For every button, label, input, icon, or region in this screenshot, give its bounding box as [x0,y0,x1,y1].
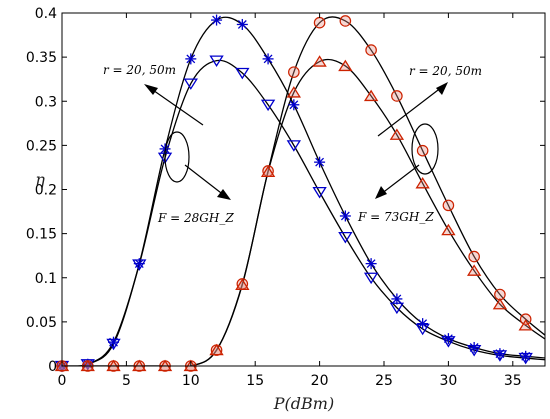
annotation-ellipse-right [411,123,439,175]
annotation-arrow-up-right [377,86,443,137]
y-tick-label: 0.4 [35,6,57,22]
annotation-ellipse-left [164,131,190,183]
tick-layer: 0 5 10 15 20 25 30 35 0 0.05 0.1 0.15 0.2 0.25 0.3 0.35… [26,6,545,389]
x-tick-label: 35 [504,373,522,389]
series-line [62,59,545,366]
data-point-circle [339,15,352,27]
y-tick-label: 0.1 [35,271,57,287]
data-point-star [442,333,454,345]
data-point-triangle-up [466,264,482,276]
x-tick-label: 20 [311,373,329,389]
x-tick-label: 0 [58,373,67,389]
data-point-triangle-down [338,232,353,244]
data-point-star [365,258,377,270]
annotation-right-group [377,86,443,195]
y-tick-label: 0.05 [26,315,57,331]
data-point-triangle-up [286,86,302,98]
data-point-triangle-down [209,55,224,67]
data-point-triangle-down [492,350,508,362]
data-point-triangle-down [389,302,405,315]
data-point-circle [442,199,455,212]
data-point-triangle-up [363,89,379,102]
arrowhead-up-right [436,82,448,95]
data-point-star [391,293,403,305]
data-point-triangle-down [363,272,379,285]
data-point-circle [416,144,429,157]
x-tick-label: 5 [122,373,131,389]
data-point-star [211,14,223,26]
annotation-left-group [149,87,226,197]
data-point-star [262,53,274,65]
data-point-triangle-down [312,186,327,199]
data-point-star [468,341,480,353]
arrowhead-down-left [217,189,231,200]
y-axis-label: η [35,170,45,189]
annotation-f-right: F = 73GH_Z [357,210,434,224]
data-point-triangle-down [106,338,121,351]
arrowheads [144,82,448,200]
y-tick-label: 0.3 [35,94,57,110]
x-tick-label: 30 [439,373,457,389]
data-point-triangle-up [518,319,533,331]
arrowhead-down-right [375,186,387,199]
y-tick-label: 0.25 [26,138,57,154]
data-point-triangle-down [235,67,250,80]
data-point-circle [468,250,480,263]
annotation-r-right: r = 20, 50m [409,64,482,78]
x-tick-label: 15 [246,373,264,389]
y-tick-label: 0.35 [26,50,57,66]
annotation-arrow-down-right [380,164,420,195]
data-point-triangle-up [389,128,405,140]
data-point-triangle-up [338,59,353,72]
data-point-circle [288,66,300,78]
data-point-triangle-down [132,259,147,271]
x-axis-label: P(dBm) [273,394,334,413]
data-point-triangle-up [235,278,250,290]
data-point-triangle-down [260,99,276,112]
data-point-triangle-up [260,165,276,178]
x-tick-label: 25 [375,373,393,389]
annotation-arrow-down-left [184,164,226,197]
data-point-circle [313,16,326,29]
data-point-triangle-down [286,140,302,152]
data-point-triangle-up [312,55,327,67]
arrowhead-up-left [144,84,158,95]
data-point-triangle-down [183,78,198,90]
data-point-circle [365,44,377,56]
data-point-triangle-down [415,323,430,336]
data-point-triangle-up [441,223,456,236]
annotation-f-left: F = 28GH_Z [157,211,234,225]
series-line [62,58,545,366]
y-tick-label: 0 [48,359,57,375]
data-point-star [339,210,351,222]
annotation-r-left: r = 20, 50m [103,63,176,77]
y-tick-label: 0.15 [26,227,57,243]
data-point-triangle-down [518,352,533,365]
data-point-star [185,53,197,65]
data-point-star [417,318,429,330]
x-tick-label: 10 [182,373,200,389]
data-point-triangle-up [209,343,224,356]
data-point-triangle-down [441,336,456,348]
annotation-arrow-up-left [149,87,204,126]
data-point-star [288,99,300,111]
data-point-circle [391,90,403,102]
data-point-triangle-down [466,344,482,357]
data-point-star [236,18,248,30]
y-tick-label: 0.2 [35,183,57,199]
data-point-star [314,156,326,168]
data-point-triangle-up [415,176,430,189]
data-point-triangle-up [492,297,508,310]
